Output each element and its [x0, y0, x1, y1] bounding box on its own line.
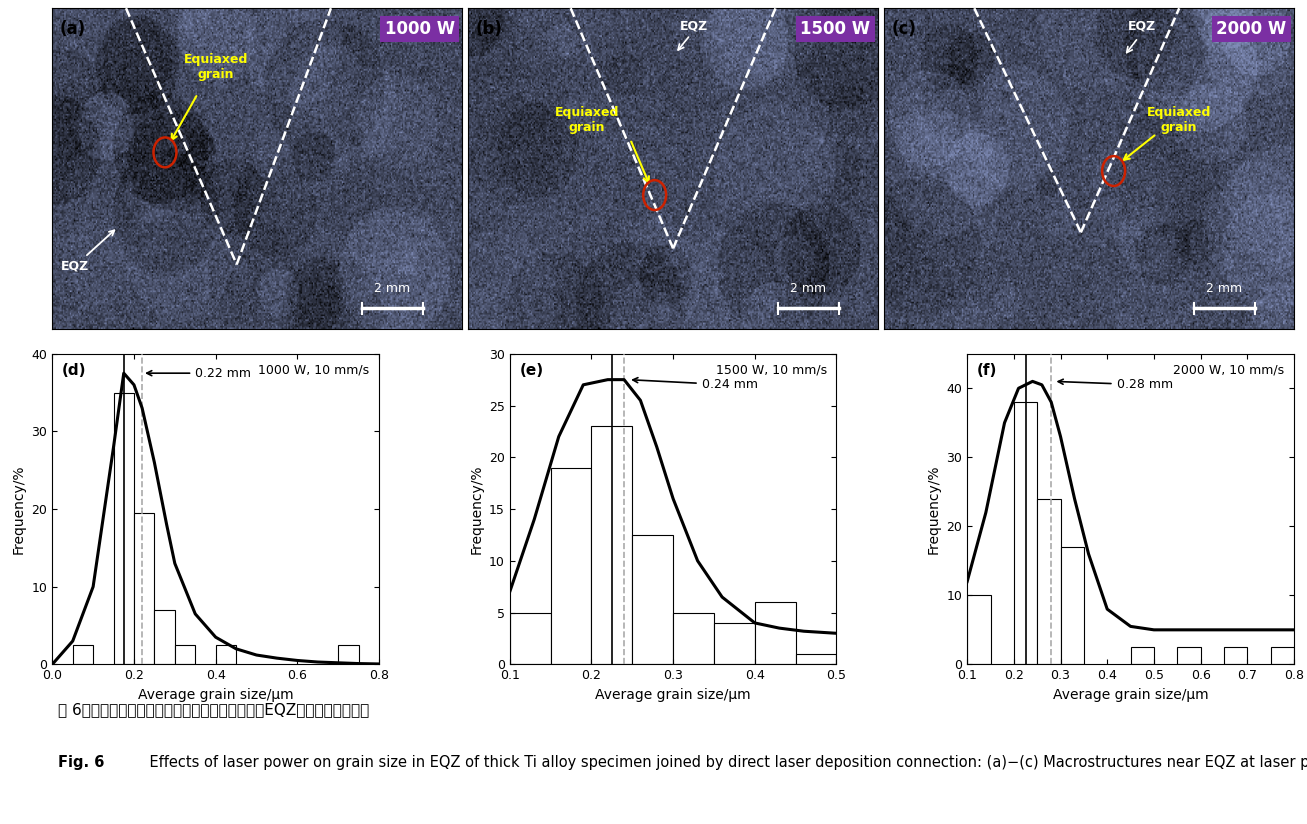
Text: 1500 W: 1500 W	[800, 20, 870, 38]
Bar	[216, 645, 237, 664]
Text: (b): (b)	[476, 20, 502, 38]
Text: (e): (e)	[519, 363, 544, 378]
Text: 2000 W, 10 mm/s: 2000 W, 10 mm/s	[1172, 363, 1283, 376]
Text: (a): (a)	[60, 20, 86, 38]
Bar	[154, 610, 175, 664]
Text: Equiaxed
grain: Equiaxed grain	[555, 106, 620, 134]
Text: 图 6　激光功率对大厚度鈢合金激光增材连接试样EQZ内晶粒尺寸的影响: 图 6 激光功率对大厚度鈢合金激光增材连接试样EQZ内晶粒尺寸的影响	[59, 702, 370, 717]
Bar	[1038, 499, 1060, 664]
Text: 1000 W: 1000 W	[384, 20, 455, 38]
Bar	[591, 426, 633, 664]
Bar	[1060, 547, 1084, 664]
Bar	[714, 623, 755, 664]
Text: 1000 W, 10 mm/s: 1000 W, 10 mm/s	[257, 363, 369, 376]
X-axis label: Average grain size/μm: Average grain size/μm	[137, 688, 294, 702]
Text: Effects of laser power on grain size in EQZ of thick Ti alloy specimen joined by: Effects of laser power on grain size in …	[131, 755, 1307, 770]
Text: 0.28 mm: 0.28 mm	[1059, 378, 1172, 391]
Y-axis label: Frequency/%: Frequency/%	[12, 464, 26, 554]
Text: EQZ: EQZ	[60, 231, 114, 273]
Bar	[1178, 647, 1201, 664]
Bar	[175, 645, 195, 664]
Text: EQZ: EQZ	[680, 20, 707, 33]
Text: (c): (c)	[891, 20, 916, 38]
X-axis label: Average grain size/μm: Average grain size/μm	[1052, 688, 1209, 702]
Text: 2000 W: 2000 W	[1217, 20, 1286, 38]
Bar	[1223, 647, 1247, 664]
Text: (f): (f)	[976, 363, 997, 378]
Text: 1500 W, 10 mm/s: 1500 W, 10 mm/s	[715, 363, 826, 376]
Bar	[339, 645, 358, 664]
Text: 2 mm: 2 mm	[374, 283, 410, 296]
Text: 0.24 mm: 0.24 mm	[633, 377, 758, 391]
Bar	[550, 468, 591, 664]
Bar	[133, 513, 154, 664]
Y-axis label: Frequency/%: Frequency/%	[469, 464, 484, 554]
Bar	[796, 654, 836, 664]
Text: 2 mm: 2 mm	[1206, 283, 1243, 296]
Text: Fig. 6: Fig. 6	[59, 755, 105, 770]
Text: Equiaxed
grain: Equiaxed grain	[1148, 106, 1212, 134]
Bar	[73, 645, 93, 664]
Bar	[755, 602, 796, 664]
Bar	[510, 612, 550, 664]
Bar	[633, 535, 673, 664]
Text: Equiaxed
grain: Equiaxed grain	[184, 53, 248, 81]
Bar	[673, 612, 714, 664]
Bar	[967, 595, 991, 664]
Text: 0.22 mm: 0.22 mm	[146, 367, 251, 380]
Bar	[1270, 647, 1294, 664]
Bar	[114, 392, 133, 664]
Text: EQZ: EQZ	[1128, 20, 1157, 33]
Text: 2 mm: 2 mm	[791, 283, 826, 296]
Text: (d): (d)	[63, 363, 86, 378]
Y-axis label: Frequency/%: Frequency/%	[927, 464, 941, 554]
X-axis label: Average grain size/μm: Average grain size/μm	[595, 688, 752, 702]
Bar	[1131, 647, 1154, 664]
Bar	[1014, 402, 1038, 664]
